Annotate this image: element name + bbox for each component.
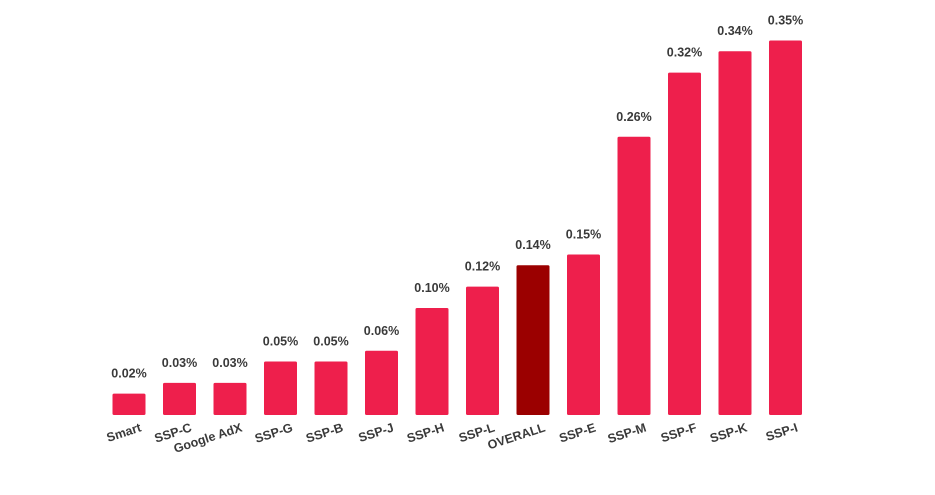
bar-ssp-j [365, 350, 398, 415]
bars-group [112, 40, 802, 416]
tick-label-ssp-m: SSP-M [606, 421, 648, 447]
tick-label-ssp-i: SSP-I [764, 421, 799, 444]
tick-label-ssp-b: SSP-B [304, 421, 345, 446]
bar-overall [516, 265, 550, 415]
tick-label-ssp-e: SSP-E [557, 421, 597, 446]
bar-ssp-l [466, 286, 499, 415]
value-label-ssp-g: 0.05% [263, 335, 298, 349]
value-label-ssp-m: 0.26% [616, 110, 651, 124]
bar-ssp-k [718, 51, 752, 415]
tick-label-ssp-k: SSP-K [708, 421, 749, 446]
tick-label-ssp-g: SSP-G [253, 421, 294, 446]
value-label-google-adx: 0.03% [212, 356, 247, 370]
value-label-ssp-k: 0.34% [717, 24, 752, 38]
value-label-ssp-i: 0.35% [768, 14, 803, 28]
tick-label-ssp-j: SSP-J [357, 421, 396, 445]
value-label-smart: 0.02% [111, 367, 146, 381]
value-labels-group: 0.02% 0.03% 0.03% 0.05% 0.05% 0.06% 0.10% 0.12%… [111, 14, 803, 381]
bar-ssp-h [415, 308, 449, 415]
bar-ssp-i [769, 40, 802, 415]
value-label-ssp-c: 0.03% [162, 356, 197, 370]
bar-ssp-b [314, 361, 348, 415]
value-label-ssp-h: 0.10% [414, 281, 449, 295]
value-label-ssp-e: 0.15% [566, 228, 601, 242]
bar-ssp-c [163, 382, 196, 415]
value-label-overall: 0.14% [515, 238, 550, 252]
bar-ssp-f [668, 72, 701, 415]
tick-label-smart: Smart [105, 420, 144, 445]
tick-label-overall: OVERALL [486, 420, 547, 452]
bar-google-adx [213, 382, 247, 415]
value-label-ssp-b: 0.05% [313, 335, 348, 349]
bar-ssp-g [264, 361, 297, 415]
tick-label-ssp-h: SSP-H [405, 421, 446, 446]
value-label-ssp-f: 0.32% [667, 46, 702, 60]
bar-smart [112, 393, 146, 415]
bar-ssp-m [617, 136, 651, 416]
tick-label-ssp-f: SSP-F [659, 420, 699, 445]
value-label-ssp-j: 0.06% [364, 324, 399, 338]
value-label-ssp-l: 0.12% [465, 260, 500, 274]
bar-ssp-e [567, 254, 600, 415]
